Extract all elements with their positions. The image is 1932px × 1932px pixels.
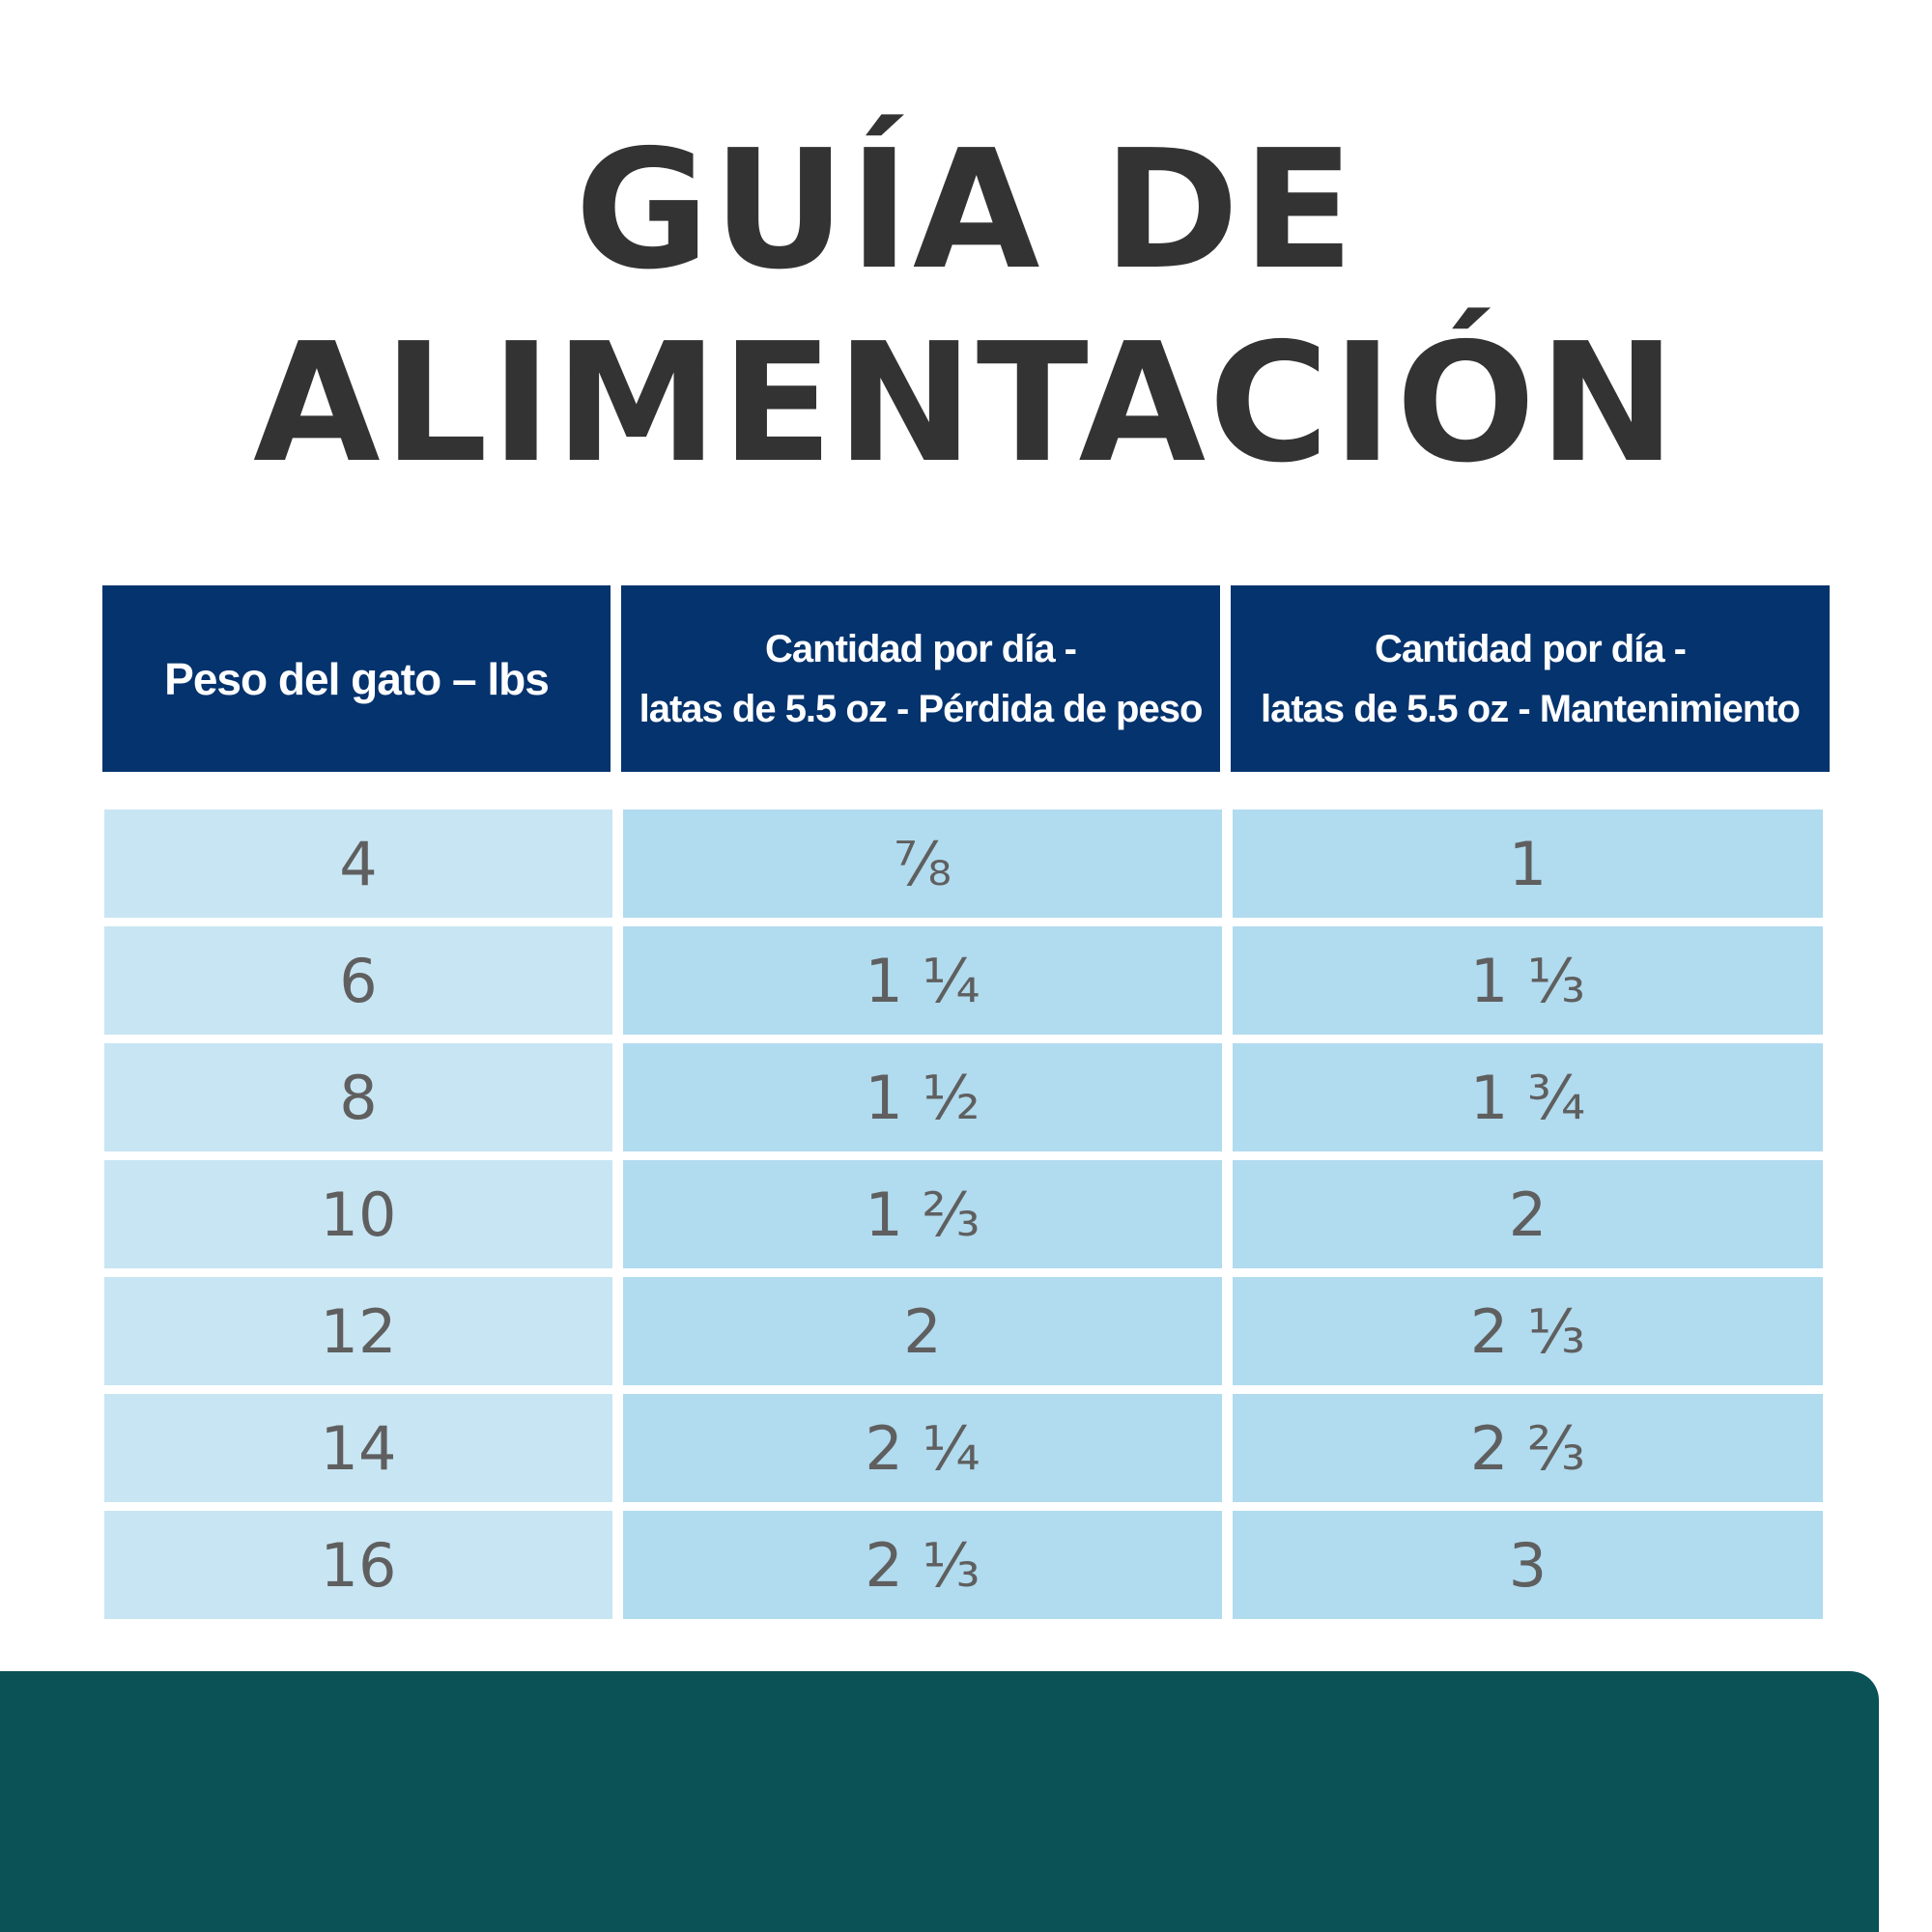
page-title-line-2: ALIMENTACIÓN bbox=[253, 308, 1679, 499]
page-title-line-1: GUÍA DE bbox=[575, 115, 1357, 306]
cell-weight-loss-amount: ⅞ bbox=[623, 810, 1222, 918]
cell-weight-loss-amount: 1 ⅔ bbox=[623, 1160, 1222, 1268]
cell-cat-weight: 4 bbox=[104, 810, 612, 918]
cell-maintenance-amount: 2 ⅔ bbox=[1233, 1394, 1823, 1502]
cell-cat-weight: 16 bbox=[104, 1511, 612, 1619]
cell-maintenance-amount: 1 bbox=[1233, 810, 1823, 918]
cell-maintenance-amount: 3 bbox=[1233, 1511, 1823, 1619]
header-maintenance-line-1: Cantidad por día - bbox=[1375, 627, 1687, 670]
header-cat-weight-label: Peso del gato – lbs bbox=[164, 653, 550, 704]
cell-weight-loss-amount: 2 ⅓ bbox=[623, 1511, 1222, 1619]
cell-maintenance-amount: 1 ⅓ bbox=[1233, 926, 1823, 1035]
cell-maintenance-amount: 2 ⅓ bbox=[1233, 1277, 1823, 1385]
cell-weight-loss-amount: 2 bbox=[623, 1277, 1222, 1385]
header-cat-weight: Peso del gato – lbs bbox=[102, 585, 611, 772]
footer-band bbox=[0, 1671, 1879, 1932]
cell-cat-weight: 10 bbox=[104, 1160, 612, 1268]
cell-maintenance-amount: 2 bbox=[1233, 1160, 1823, 1268]
cell-cat-weight: 14 bbox=[104, 1394, 612, 1502]
cell-maintenance-amount: 1 ¾ bbox=[1233, 1043, 1823, 1151]
cell-weight-loss-amount: 1 ½ bbox=[623, 1043, 1222, 1151]
header-weight-loss-line-1: Cantidad por día - bbox=[765, 627, 1077, 670]
header-maintenance: Cantidad por día - latas de 5.5 oz - Man… bbox=[1231, 585, 1830, 772]
cell-cat-weight: 12 bbox=[104, 1277, 612, 1385]
header-weight-loss-line-2: latas de 5.5 oz - Pérdida de peso bbox=[639, 687, 1204, 730]
header-maintenance-line-2: latas de 5.5 oz - Mantenimiento bbox=[1260, 687, 1801, 730]
cell-cat-weight: 8 bbox=[104, 1043, 612, 1151]
cell-cat-weight: 6 bbox=[104, 926, 612, 1035]
header-weight-loss: Cantidad por día - latas de 5.5 oz - Pér… bbox=[621, 585, 1220, 772]
cell-weight-loss-amount: 1 ¼ bbox=[623, 926, 1222, 1035]
cell-weight-loss-amount: 2 ¼ bbox=[623, 1394, 1222, 1502]
